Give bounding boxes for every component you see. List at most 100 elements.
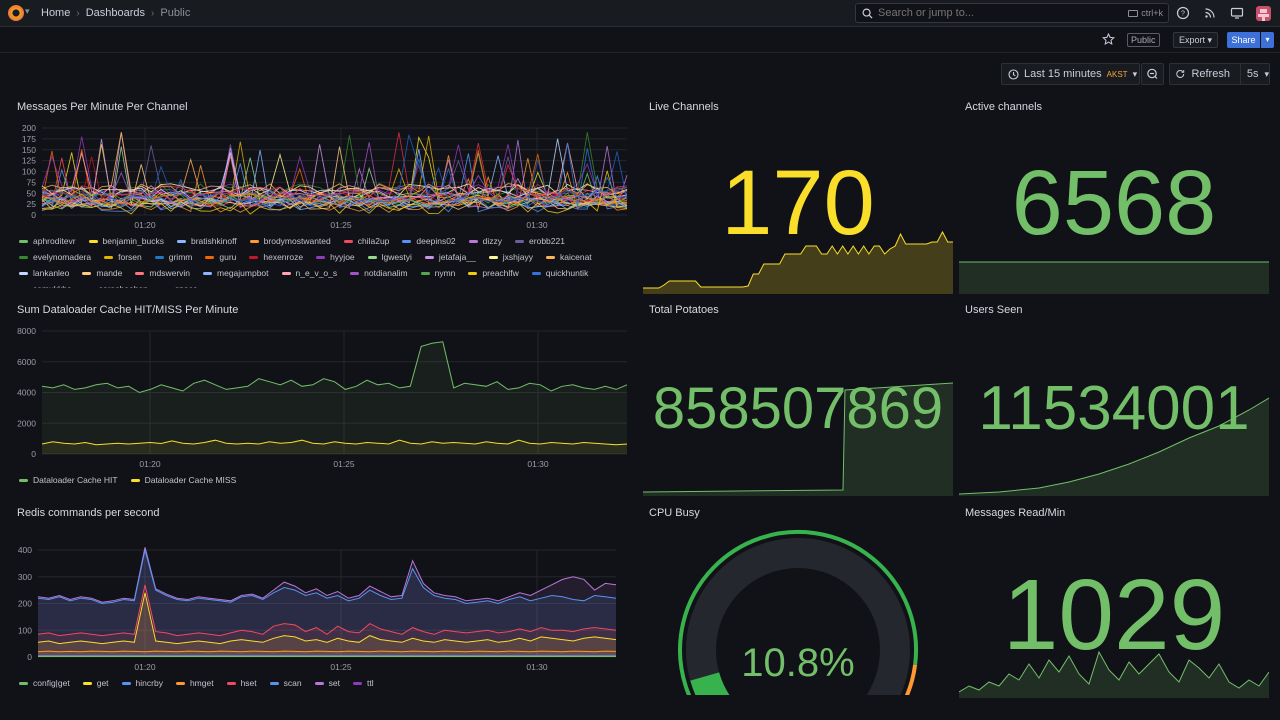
kiosk-monitor-icon[interactable] [1230,6,1244,20]
y-tick-label: 300 [18,572,32,582]
y-tick-label: 75 [27,177,37,187]
y-tick-label: 125 [22,156,36,166]
series-line-hset [37,584,617,637]
legend-swatch [402,239,412,243]
legend-item[interactable]: quickhuntik [531,268,589,278]
legend-item[interactable]: grimm [154,252,192,262]
legend-item[interactable]: hmget [175,678,214,688]
legend-item[interactable]: nymn [420,268,455,278]
breadcrumb-dashboards[interactable]: Dashboards [85,7,146,19]
live-channels-sparkline [643,230,953,294]
legend-item[interactable]: samukkha [19,284,72,288]
legend-swatch [488,255,498,259]
share-dropdown-button[interactable]: ▾ [1261,32,1274,48]
legend-item[interactable]: deepins02 [402,236,456,246]
legend-item[interactable]: hexenroze [249,252,303,262]
legend-item[interactable]: guru [205,252,236,262]
zoom-out-button[interactable] [1141,63,1164,85]
rss-news-icon[interactable] [1203,6,1217,20]
legend-item[interactable]: n_e_v_o_s [281,268,337,278]
legend-item[interactable]: set [314,678,340,688]
star-favorite-icon[interactable] [1102,33,1115,46]
legend-item[interactable]: erobb221 [515,236,565,246]
legend-label: quickhuntik [545,268,589,278]
legend-item[interactable]: get [82,678,109,688]
mega-menu-chevron-icon[interactable]: ▾ [25,6,30,16]
breadcrumb-home[interactable]: Home [41,7,71,19]
legend-item[interactable]: mdswervin [135,268,190,278]
redis-commands-chart[interactable]: 400 300 200 100 0 01:20 01:25 01:30 [0,530,640,676]
x-tick-label: 01:20 [134,662,156,672]
x-tick-label: 01:25 [330,662,352,672]
legend-swatch [19,478,28,482]
legend-item[interactable]: aphroditevr [19,236,76,246]
series-area-hincrby [38,550,616,657]
share-button[interactable]: Share [1227,32,1260,48]
legend-item[interactable]: Dataloader Cache HIT [19,475,118,485]
legend-item[interactable]: lgwestyi [367,252,412,262]
grafana-logo-icon[interactable] [8,5,24,21]
legend-item[interactable]: kaicenat [546,252,592,262]
legend-item[interactable]: hyyjoe [316,252,355,262]
legend-swatch [205,255,215,259]
legend-item[interactable]: evelynomadera [19,252,91,262]
dataloader-cache-chart[interactable]: 8000 6000 4000 2000 0 01:20 01:25 01:30 [0,320,640,472]
legend-item[interactable]: jetafaja__ [424,252,476,262]
time-range-picker[interactable]: Last 15 minutes AKST ▾ [1001,63,1140,85]
legend-item[interactable]: lankanleo [19,268,69,278]
legend-item[interactable]: hincrby [121,678,163,688]
user-avatar[interactable] [1256,6,1271,21]
legend-swatch [203,271,213,275]
help-icon[interactable]: ? [1176,6,1190,20]
sparkline-area [643,232,953,294]
legend-label: forsen [118,252,142,262]
y-tick-label: 400 [18,545,32,555]
legend-item[interactable]: Dataloader Cache MISS [130,475,237,485]
legend-item[interactable]: hset [226,678,257,688]
svg-text:?: ? [1181,11,1185,18]
legend-swatch [19,255,28,259]
gauge-fill [690,671,730,695]
search-shortcut-label: ctrl+k [1141,8,1163,18]
legend-label: Dataloader Cache MISS [144,475,237,485]
legend-item[interactable]: bratishkinoff [176,236,237,246]
search-icon [862,8,873,19]
legend-item[interactable]: space [160,284,198,288]
legend-item[interactable]: megajumpbot [203,268,269,278]
legend-item[interactable]: notdianalim [350,268,408,278]
legend-item[interactable]: config|get [19,678,70,688]
sparkline-line [643,230,953,289]
legend-item[interactable]: jxshjayy [488,252,533,262]
active-channels-sparkline [959,261,1269,294]
export-button[interactable]: Export ▾ [1173,32,1219,48]
legend-label: lankanleo [33,268,70,278]
panel-title-total-potatoes: Total Potatoes [649,304,719,316]
search-input[interactable] [878,7,1108,19]
search-bar[interactable]: ctrl+k [855,3,1169,23]
refresh-button[interactable]: Refresh 5s ▾ [1169,63,1270,85]
legend-item[interactable]: dizzy [468,236,502,246]
y-tick-label: 0 [31,449,36,459]
refresh-interval-picker[interactable]: 5s [1246,68,1259,80]
legend-label: lgwestyi [381,252,412,262]
legend-item[interactable]: benjamin_bucks [88,236,164,246]
y-tick-label: 0 [27,652,32,662]
legend-item[interactable]: scan [269,678,302,688]
legend-label: guru [219,252,237,262]
legend-item[interactable]: forsen [104,252,142,262]
legend-swatch [352,681,362,685]
legend-item[interactable]: sarasheehan [84,284,148,288]
series-line-Dataloader Cache HIT [41,341,628,394]
legend-item[interactable]: mande [82,268,122,278]
legend-swatch [420,271,430,275]
legend-item[interactable]: preachlfw [468,268,519,278]
breadcrumb-separator-icon: › [76,7,80,19]
series-line-space [41,134,628,203]
legend-item[interactable]: chila2up [343,236,389,246]
live-channels-value: 170 [721,152,875,254]
panel-title-messages-read: Messages Read/Min [965,507,1066,519]
legend-item[interactable]: brodymostwanted [249,236,331,246]
legend-item[interactable]: ttl [352,678,374,688]
legend-swatch [468,239,478,243]
